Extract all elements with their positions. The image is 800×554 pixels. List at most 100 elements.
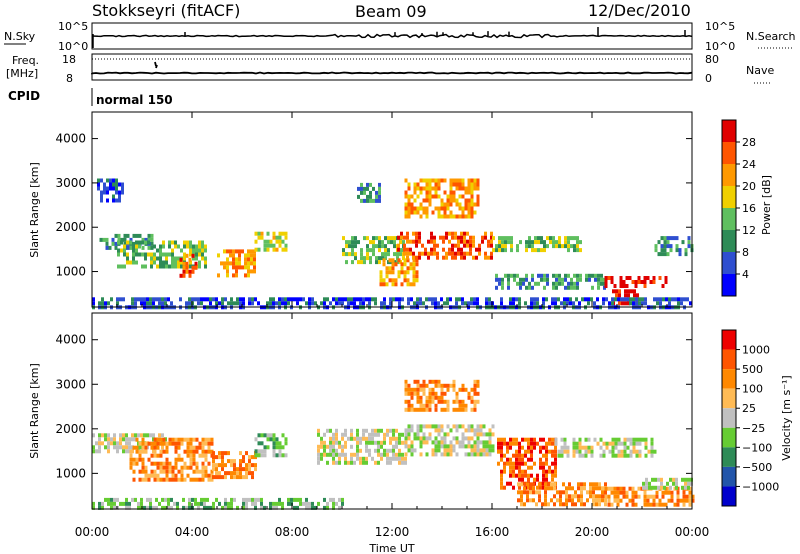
colorbar-tick-label: 24 bbox=[742, 158, 756, 171]
scatter-region bbox=[604, 276, 668, 288]
scatter-region bbox=[117, 240, 207, 269]
power-ylabel: Slant Range [km] bbox=[28, 162, 41, 258]
nsearch-tick-top: 10^5 bbox=[705, 20, 735, 33]
x-tick-label: 12:00 bbox=[375, 525, 410, 539]
velocity-y-axis: 1000 2000 3000 4000 bbox=[55, 333, 692, 480]
colorbar-segment bbox=[722, 274, 736, 296]
scatter-region bbox=[517, 482, 607, 507]
freq-tick-top: 18 bbox=[62, 53, 76, 66]
x-tick-label: 00:00 bbox=[675, 525, 710, 539]
freq-tick-bottom: 8 bbox=[66, 72, 73, 85]
x-tick-label: 20:00 bbox=[575, 525, 610, 539]
cpid-value: normal 150 bbox=[96, 93, 173, 107]
nsky-tick-bottom: 10^0 bbox=[58, 40, 88, 53]
colorbar-tick-label: 500 bbox=[742, 363, 763, 376]
colorbar-segment bbox=[722, 349, 736, 370]
nsky-spikes bbox=[92, 27, 686, 48]
colorbar-tick-label: 28 bbox=[742, 136, 756, 149]
colorbar-segment bbox=[722, 486, 736, 506]
colorbar-segment bbox=[722, 330, 736, 350]
colorbar-segment bbox=[722, 369, 736, 389]
power-colorbar: 4 8 12 16 20 24 28 bbox=[721, 119, 756, 297]
time-x-axis: 00:00 04:00 08:00 12:00 16:00 20:00 00:00 bbox=[75, 112, 710, 539]
x-tick-label: 04:00 bbox=[175, 525, 210, 539]
scatter-region bbox=[92, 497, 344, 510]
scatter-region bbox=[397, 231, 493, 260]
scatter-region bbox=[129, 437, 214, 482]
velocity-colorbar: 1000 500 100 25 −25 −100 −500 −1000 bbox=[721, 329, 779, 507]
colorbar-segment bbox=[722, 208, 736, 230]
power-panel: 1000 2000 3000 4000 Slant Range [km] bbox=[28, 111, 694, 310]
colorbar-segment bbox=[722, 142, 736, 164]
scatter-region bbox=[492, 236, 582, 253]
nsky-trace bbox=[91, 33, 693, 39]
y-tick-label: 2000 bbox=[55, 220, 86, 234]
scatter-region bbox=[497, 437, 557, 490]
velocity-cells bbox=[92, 379, 695, 510]
colorbar-segment bbox=[722, 252, 736, 274]
colorbar-tick-label: −1000 bbox=[742, 480, 779, 493]
scatter-region bbox=[179, 253, 198, 278]
scatter-region bbox=[404, 424, 495, 457]
colorbar-tick-label: 16 bbox=[742, 202, 756, 215]
scatter-region bbox=[642, 477, 693, 490]
freq-trace bbox=[91, 61, 693, 75]
nsky-label: N.Sky bbox=[4, 30, 36, 43]
nsky-tick-top: 10^5 bbox=[58, 20, 88, 33]
scatter-region bbox=[317, 428, 407, 465]
y-tick-label: 3000 bbox=[55, 377, 86, 391]
scatter-region bbox=[217, 249, 256, 278]
scatter-region bbox=[654, 236, 694, 257]
y-tick-label: 4000 bbox=[55, 333, 86, 347]
nsearch-label: N.Search bbox=[746, 30, 796, 43]
scatter-region bbox=[254, 433, 288, 458]
velocity-ylabel: Slant Range [km] bbox=[28, 363, 41, 459]
colorbar-tick-label: 100 bbox=[742, 383, 763, 396]
colorbar-segment bbox=[722, 408, 736, 428]
x-tick-label: 08:00 bbox=[275, 525, 310, 539]
velocity-colorbar-label: Velocity [m s⁻¹] bbox=[780, 375, 793, 460]
station-title: Stokkseyri (fitACF) bbox=[92, 1, 240, 20]
y-tick-label: 3000 bbox=[55, 176, 86, 190]
scatter-region bbox=[97, 178, 124, 203]
scatter-region bbox=[342, 236, 405, 265]
colorbar-segment bbox=[722, 186, 736, 208]
scatter-region bbox=[379, 258, 419, 287]
scatter-region bbox=[404, 178, 480, 219]
cpid-label: CPID bbox=[8, 89, 40, 103]
power-y-axis: 1000 2000 3000 4000 bbox=[55, 132, 692, 279]
power-colorbar-label: Power [dB] bbox=[760, 175, 773, 235]
y-tick-label: 4000 bbox=[55, 132, 86, 146]
colorbar-segment bbox=[722, 120, 736, 142]
colorbar-segment bbox=[722, 230, 736, 252]
freq-panel: Freq. [MHz] 18 8 80 0 Nave bbox=[6, 53, 774, 85]
colorbar-segment bbox=[722, 388, 736, 409]
freq-frame bbox=[91, 53, 693, 81]
x-tick-label: 16:00 bbox=[475, 525, 510, 539]
colorbar-tick-label: 20 bbox=[742, 180, 756, 193]
y-tick-label: 1000 bbox=[55, 466, 86, 480]
y-tick-label: 2000 bbox=[55, 422, 86, 436]
nave-tick-bottom: 0 bbox=[705, 72, 712, 85]
colorbar-tick-label: 8 bbox=[742, 246, 749, 259]
velocity-panel: 1000 2000 3000 4000 Slant Range [km] bbox=[28, 312, 695, 510]
scatter-region bbox=[554, 437, 657, 458]
colorbar-tick-label: 4 bbox=[742, 268, 749, 281]
scatter-region bbox=[212, 451, 257, 480]
nsearch-tick-bottom: 10^0 bbox=[705, 40, 735, 53]
y-tick-label: 1000 bbox=[55, 265, 86, 279]
nsky-panel: N.Sky 10^5 10^0 10^5 10^0 N.Search bbox=[4, 20, 796, 53]
x-tick-label: 00:00 bbox=[75, 525, 110, 539]
date-title: 12/Dec/2010 bbox=[588, 1, 691, 20]
freq-unit: [MHz] bbox=[6, 67, 38, 80]
colorbar-tick-label: 12 bbox=[742, 224, 756, 237]
scatter-region bbox=[495, 273, 606, 290]
colorbar-segment bbox=[722, 164, 736, 186]
scatter-region bbox=[254, 231, 288, 252]
beam-title: Beam 09 bbox=[355, 2, 427, 21]
colorbar-tick-label: −100 bbox=[742, 441, 772, 454]
colorbar-tick-label: −25 bbox=[742, 422, 765, 435]
nave-tick-top: 80 bbox=[705, 53, 719, 66]
colorbar-segment bbox=[722, 427, 736, 448]
